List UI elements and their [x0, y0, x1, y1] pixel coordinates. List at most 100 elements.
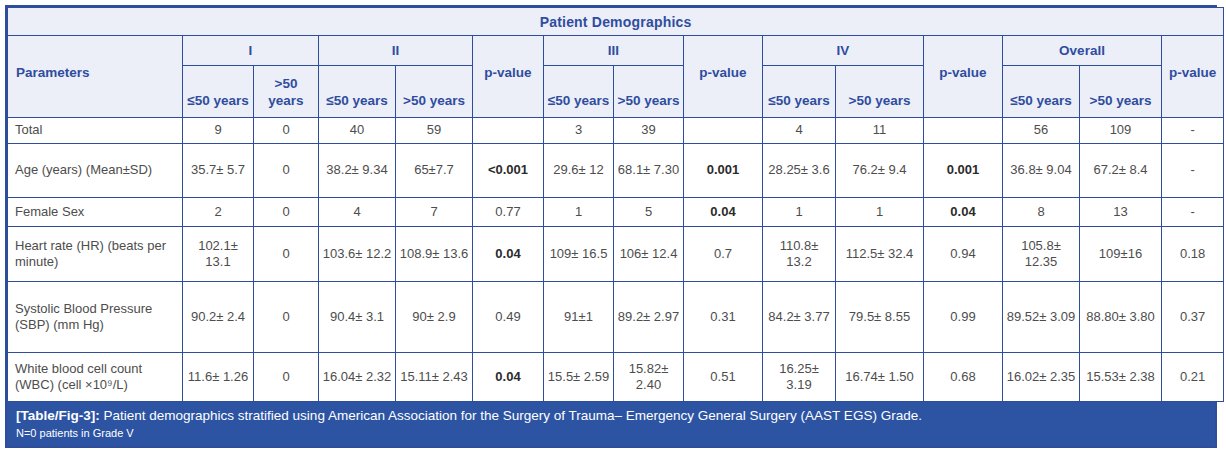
data-cell: 15.11± 2.43	[396, 353, 473, 402]
data-cell	[684, 118, 763, 144]
data-cell: 79.5± 8.55	[836, 282, 924, 353]
pvalue-header-overall: p-value	[1162, 36, 1224, 118]
row-label: White blood cell count (WBC) (cell ×10⁹/…	[8, 353, 183, 402]
data-cell: 40	[319, 118, 396, 144]
subheader-gt50: >50 years	[254, 66, 319, 118]
data-cell: 0.18	[1162, 227, 1224, 282]
data-cell: 0	[254, 118, 319, 144]
data-cell: 0.04	[473, 353, 544, 402]
data-cell: 106± 12.4	[614, 227, 684, 282]
data-cell: 103.6± 12.2	[319, 227, 396, 282]
data-cell: 16.04± 2.32	[319, 353, 396, 402]
data-cell: 4	[763, 118, 836, 144]
data-cell: 15.82± 2.40	[614, 353, 684, 402]
subheader-le50: ≤50 years	[183, 66, 254, 118]
data-cell: 0	[254, 353, 319, 402]
data-cell: 0.37	[1162, 282, 1224, 353]
data-cell: 7	[396, 198, 473, 227]
subheader-gt50: >50 years	[836, 66, 924, 118]
patient-demographics-table: Patient Demographics Parameters I II p-v…	[7, 7, 1224, 402]
data-cell: 90.2± 2.4	[183, 282, 254, 353]
table-body: Total90405933941156109-Age (years) (Mean…	[8, 118, 1224, 402]
data-cell: 0.31	[684, 282, 763, 353]
subheader-gt50: >50 years	[1080, 66, 1162, 118]
data-cell: 0.94	[924, 227, 1003, 282]
data-cell: 0	[254, 282, 319, 353]
data-cell: 0	[254, 144, 319, 198]
data-cell: 108.9± 13.6	[396, 227, 473, 282]
group-header-1: I	[183, 36, 319, 66]
table-title: Patient Demographics	[8, 8, 1224, 36]
group-header-3: III	[544, 36, 684, 66]
data-cell: 109± 16.5	[544, 227, 614, 282]
pvalue-header-2: p-value	[684, 36, 763, 118]
data-cell: 105.8± 12.35	[1003, 227, 1080, 282]
data-cell: 36.8± 9.04	[1003, 144, 1080, 198]
table-row: White blood cell count (WBC) (cell ×10⁹/…	[8, 353, 1224, 402]
data-cell	[473, 118, 544, 144]
age-subheader-row: ≤50 years >50 years ≤50 years >50 years …	[8, 66, 1224, 118]
data-cell: 11	[836, 118, 924, 144]
subheader-le50: ≤50 years	[763, 66, 836, 118]
data-cell: 109	[1080, 118, 1162, 144]
group-header-2: II	[319, 36, 473, 66]
subheader-gt50: >50 years	[396, 66, 473, 118]
data-cell: 15.53± 2.38	[1080, 353, 1162, 402]
table-figure: Patient Demographics Parameters I II p-v…	[5, 5, 1217, 448]
data-cell: 0.04	[924, 198, 1003, 227]
title-row: Patient Demographics	[8, 8, 1224, 36]
figure-caption: [Table/Fig-3]: Patient demographics stra…	[7, 402, 1215, 446]
data-cell: 76.2± 9.4	[836, 144, 924, 198]
data-cell: 9	[183, 118, 254, 144]
data-cell: 84.2± 3.77	[763, 282, 836, 353]
data-cell: 102.1± 13.1	[183, 227, 254, 282]
data-cell: 0.001	[684, 144, 763, 198]
group-header-overall: Overall	[1003, 36, 1162, 66]
subheader-le50: ≤50 years	[319, 66, 396, 118]
table-row: Female Sex20470.77150.04110.04813-	[8, 198, 1224, 227]
subheader-le50: ≤50 years	[1003, 66, 1080, 118]
data-cell: 0.49	[473, 282, 544, 353]
pvalue-header-1: p-value	[473, 36, 544, 118]
data-cell: 89.2± 2.97	[614, 282, 684, 353]
data-cell: 3	[544, 118, 614, 144]
data-cell: 4	[319, 198, 396, 227]
data-cell: 8	[1003, 198, 1080, 227]
row-label: Heart rate (HR) (beats per minute)	[8, 227, 183, 282]
caption-line: [Table/Fig-3]: Patient demographics stra…	[16, 407, 1206, 425]
data-cell: 13	[1080, 198, 1162, 227]
data-cell: 110.8± 13.2	[763, 227, 836, 282]
parameters-header: Parameters	[8, 36, 183, 118]
data-cell: 0	[254, 198, 319, 227]
figure-tag: [Table/Fig-3]:	[16, 408, 100, 423]
subheader-gt50: >50 years	[614, 66, 684, 118]
table-row: Age (years) (Mean±SD)35.7± 5.7038.2± 9.3…	[8, 144, 1224, 198]
data-cell: 65±7.7	[396, 144, 473, 198]
data-cell: 29.6± 12	[544, 144, 614, 198]
data-cell: 0.04	[473, 227, 544, 282]
data-cell: 1	[544, 198, 614, 227]
data-cell: 0.77	[473, 198, 544, 227]
row-label: Female Sex	[8, 198, 183, 227]
table-row: Systolic Blood Pressure (SBP) (mm Hg)90.…	[8, 282, 1224, 353]
data-cell: 1	[836, 198, 924, 227]
data-cell: -	[1162, 198, 1224, 227]
data-cell: 16.02± 2.35	[1003, 353, 1080, 402]
data-cell: 67.2± 8.4	[1080, 144, 1162, 198]
data-cell: 0	[254, 227, 319, 282]
data-cell: 56	[1003, 118, 1080, 144]
data-cell: 68.1± 7.30	[614, 144, 684, 198]
data-cell: 5	[614, 198, 684, 227]
data-cell: 16.25± 3.19	[763, 353, 836, 402]
data-cell: <0.001	[473, 144, 544, 198]
caption-text: Patient demographics stratified using Am…	[104, 408, 922, 423]
data-cell: 91±1	[544, 282, 614, 353]
data-cell: 0.21	[1162, 353, 1224, 402]
caption-note: N=0 patients in Grade V	[16, 426, 1206, 440]
row-label: Age (years) (Mean±SD)	[8, 144, 183, 198]
data-cell: 0.68	[924, 353, 1003, 402]
data-cell: 0.51	[684, 353, 763, 402]
data-cell: -	[1162, 144, 1224, 198]
table-row: Total90405933941156109-	[8, 118, 1224, 144]
data-cell: 0.001	[924, 144, 1003, 198]
